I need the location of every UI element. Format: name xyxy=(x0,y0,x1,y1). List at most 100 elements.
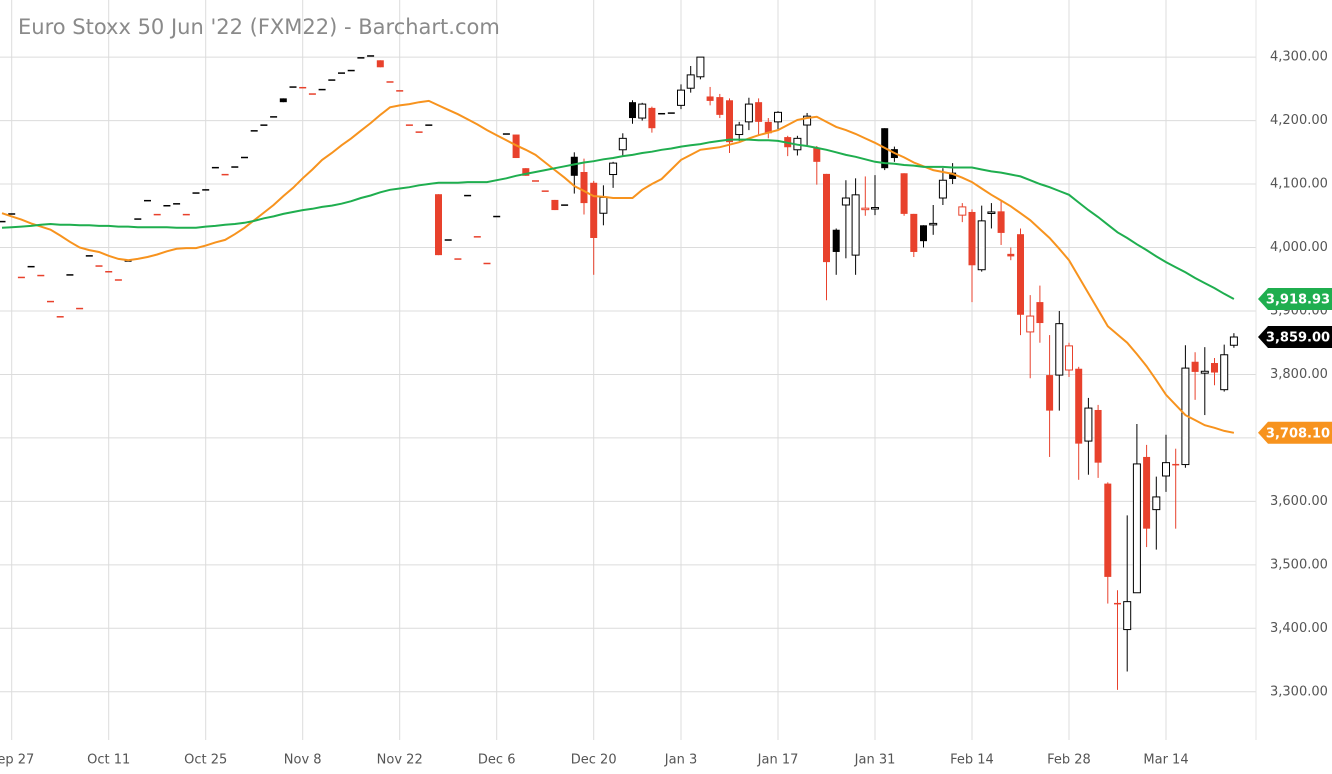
candle-body xyxy=(0,220,6,223)
candle-body xyxy=(851,194,860,256)
candle-body xyxy=(1172,463,1180,466)
candle-body xyxy=(958,206,967,216)
candle-body xyxy=(347,69,355,72)
candle-body xyxy=(241,156,248,159)
candle-body xyxy=(134,218,142,220)
candle-body xyxy=(570,156,578,176)
candle-body xyxy=(823,173,830,263)
candle-body xyxy=(231,166,239,168)
plot-area xyxy=(0,55,1238,690)
x-tick-label: Feb 14 xyxy=(950,753,994,768)
candle-body xyxy=(1132,463,1141,594)
candle-body xyxy=(367,55,375,57)
candle-body xyxy=(1017,234,1024,315)
candle-body xyxy=(182,213,190,216)
candle-body xyxy=(85,255,93,257)
moving-average-line xyxy=(1,99,1235,434)
grid xyxy=(0,0,1256,740)
candle-body xyxy=(1200,370,1209,374)
candle-body xyxy=(1104,483,1112,577)
candle-body xyxy=(1036,302,1044,324)
candle-body xyxy=(910,213,918,252)
price-tag-label: 3,708.10 xyxy=(1266,426,1330,441)
candle-body xyxy=(260,124,268,126)
price-tag-label: 3,918.93 xyxy=(1266,292,1330,307)
candle-body xyxy=(1211,363,1218,373)
candle-body xyxy=(1075,368,1083,444)
candle-body xyxy=(900,173,908,214)
candle-body xyxy=(726,100,733,143)
candle-body xyxy=(17,276,25,279)
candle-body xyxy=(532,180,539,182)
y-tick-label: 3,300.00 xyxy=(1270,684,1328,699)
candle-body xyxy=(396,90,404,92)
candle-body xyxy=(716,97,724,115)
candle-body xyxy=(590,182,598,238)
candle-body xyxy=(977,220,986,271)
candle-body xyxy=(618,137,627,151)
candle-body xyxy=(1065,345,1073,371)
candle-body xyxy=(677,89,685,106)
candle-body xyxy=(871,207,879,210)
x-tick-label: Dec 6 xyxy=(478,753,516,768)
price-tag xyxy=(1258,421,1332,444)
y-tick-label: 4,000.00 xyxy=(1270,240,1328,255)
y-tick-label: 3,500.00 xyxy=(1270,557,1328,572)
y-tick-label: 4,100.00 xyxy=(1270,177,1328,192)
candle-body xyxy=(250,130,258,132)
candle-body xyxy=(173,203,181,205)
candle-body xyxy=(502,133,510,135)
candle-body xyxy=(938,179,947,199)
candle-body xyxy=(561,204,569,206)
candle-body xyxy=(696,56,705,78)
candle-body xyxy=(813,147,821,162)
candle-body xyxy=(629,102,636,119)
candle-body xyxy=(163,204,171,207)
candle-body xyxy=(425,124,433,126)
candle-body xyxy=(1152,496,1161,511)
moving-average-line xyxy=(1,138,1235,300)
candle-body xyxy=(37,274,45,277)
candle-body xyxy=(66,274,74,276)
price-tag xyxy=(1258,325,1332,348)
candle-body xyxy=(279,98,287,103)
candle-body xyxy=(841,197,850,206)
candle-body xyxy=(667,112,675,114)
candle-body xyxy=(27,265,35,268)
candle-body xyxy=(648,107,656,129)
candle-body xyxy=(755,102,763,122)
candle-body xyxy=(47,300,54,303)
candle-body xyxy=(211,166,219,169)
x-tick-label: Oct 11 xyxy=(87,753,130,768)
candle-body xyxy=(105,270,113,273)
x-tick-label: Oct 25 xyxy=(184,753,227,768)
candle-body xyxy=(270,116,278,118)
x-tick-label: Mar 14 xyxy=(1143,753,1188,768)
y-tick-label: 3,400.00 xyxy=(1270,621,1328,636)
candle-body xyxy=(1220,354,1229,391)
candle-body xyxy=(1026,315,1035,333)
candle-body xyxy=(114,279,122,281)
price-tag xyxy=(1258,287,1332,310)
candle-body xyxy=(308,93,316,95)
candle-body xyxy=(658,112,666,115)
candle-body xyxy=(1229,336,1238,346)
candle-body xyxy=(435,194,442,256)
candle-body xyxy=(144,199,151,202)
candle-body xyxy=(706,96,714,101)
x-tick-label: Sep 27 xyxy=(0,753,34,768)
candle-body xyxy=(415,131,423,133)
candle-body xyxy=(609,162,618,176)
candle-body xyxy=(1046,375,1054,411)
candle-body xyxy=(357,57,365,59)
candle-body xyxy=(56,316,64,318)
y-tick-label: 4,200.00 xyxy=(1270,113,1328,128)
candle-body xyxy=(318,88,326,91)
candle-body xyxy=(1007,253,1015,257)
x-tick-label: Nov 22 xyxy=(377,753,423,768)
candle-body xyxy=(920,225,927,242)
candle-body xyxy=(968,211,976,266)
candle-body xyxy=(76,307,84,310)
